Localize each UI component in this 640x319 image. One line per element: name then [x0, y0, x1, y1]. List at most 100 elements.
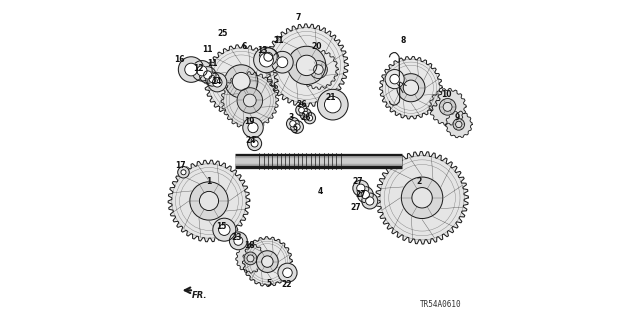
Circle shape: [259, 53, 273, 67]
Text: 27: 27: [353, 177, 363, 186]
Polygon shape: [376, 152, 468, 244]
Circle shape: [259, 48, 277, 66]
Circle shape: [453, 119, 465, 130]
Circle shape: [225, 65, 258, 98]
Text: 21: 21: [273, 36, 284, 45]
Text: 25: 25: [218, 29, 228, 38]
Text: 3: 3: [293, 126, 298, 135]
Circle shape: [244, 252, 257, 265]
Circle shape: [247, 255, 254, 262]
Circle shape: [213, 218, 236, 241]
Circle shape: [257, 251, 278, 272]
Circle shape: [205, 72, 220, 86]
Circle shape: [283, 268, 292, 278]
Circle shape: [218, 224, 230, 235]
Text: TR54A0610: TR54A0610: [420, 300, 461, 309]
Text: 13: 13: [257, 46, 267, 55]
Circle shape: [324, 96, 341, 113]
Circle shape: [439, 99, 456, 115]
Circle shape: [248, 137, 262, 151]
Circle shape: [181, 170, 186, 175]
Text: 9: 9: [454, 113, 460, 122]
Circle shape: [403, 80, 419, 95]
Text: 16: 16: [174, 55, 185, 63]
Circle shape: [200, 67, 216, 83]
Circle shape: [253, 47, 279, 73]
Circle shape: [237, 88, 262, 113]
Circle shape: [361, 190, 369, 199]
Text: 11: 11: [202, 45, 213, 54]
Text: 10: 10: [441, 90, 451, 99]
Circle shape: [185, 63, 198, 76]
Circle shape: [232, 72, 250, 90]
Circle shape: [443, 102, 452, 111]
Text: 6: 6: [242, 42, 247, 51]
Circle shape: [290, 121, 296, 127]
Circle shape: [365, 197, 374, 205]
Polygon shape: [299, 50, 338, 89]
Circle shape: [212, 78, 222, 87]
Circle shape: [310, 61, 327, 78]
Text: 5: 5: [266, 279, 271, 288]
Circle shape: [294, 124, 300, 130]
Text: 27: 27: [355, 190, 366, 199]
Circle shape: [204, 71, 212, 79]
Text: 21: 21: [325, 93, 336, 102]
Text: 19: 19: [244, 117, 255, 126]
Circle shape: [287, 117, 300, 130]
Polygon shape: [265, 24, 348, 107]
Circle shape: [307, 115, 313, 121]
Circle shape: [356, 184, 365, 192]
Text: 4: 4: [317, 187, 323, 196]
Circle shape: [357, 187, 373, 203]
Circle shape: [234, 236, 243, 245]
Text: 22: 22: [281, 280, 292, 289]
Circle shape: [390, 74, 399, 84]
Circle shape: [385, 70, 404, 89]
Circle shape: [362, 193, 378, 209]
Circle shape: [243, 94, 256, 107]
Circle shape: [353, 180, 369, 196]
Circle shape: [314, 65, 323, 74]
Circle shape: [200, 191, 218, 211]
Circle shape: [190, 182, 228, 220]
Text: FR.: FR.: [192, 291, 207, 300]
Circle shape: [179, 57, 204, 82]
Circle shape: [291, 121, 303, 133]
Text: 23: 23: [232, 233, 243, 242]
Polygon shape: [243, 237, 292, 286]
Circle shape: [248, 122, 258, 133]
Circle shape: [208, 73, 227, 92]
Text: 20: 20: [312, 42, 322, 51]
Text: 3: 3: [289, 113, 294, 122]
Circle shape: [300, 108, 312, 120]
Text: 2: 2: [416, 177, 422, 186]
Text: 12: 12: [193, 64, 204, 73]
Text: 14: 14: [211, 77, 221, 86]
Circle shape: [412, 188, 432, 208]
Circle shape: [192, 61, 212, 81]
Circle shape: [277, 57, 288, 68]
Polygon shape: [380, 56, 442, 119]
Text: 27: 27: [351, 203, 361, 212]
Text: 15: 15: [216, 222, 227, 231]
Circle shape: [401, 177, 443, 219]
Circle shape: [271, 51, 293, 73]
Text: 7: 7: [296, 13, 301, 22]
Circle shape: [296, 55, 317, 76]
Text: 26: 26: [300, 113, 311, 122]
Text: 24: 24: [245, 137, 256, 145]
Text: 18: 18: [244, 241, 255, 250]
Circle shape: [262, 256, 273, 267]
Circle shape: [299, 107, 305, 113]
Polygon shape: [205, 45, 278, 118]
Polygon shape: [445, 111, 472, 138]
Circle shape: [229, 232, 247, 250]
Circle shape: [397, 74, 425, 102]
Circle shape: [304, 112, 316, 124]
Circle shape: [197, 66, 207, 76]
Circle shape: [278, 263, 297, 282]
Circle shape: [251, 140, 258, 147]
Polygon shape: [429, 88, 466, 125]
Text: 11: 11: [207, 59, 218, 68]
